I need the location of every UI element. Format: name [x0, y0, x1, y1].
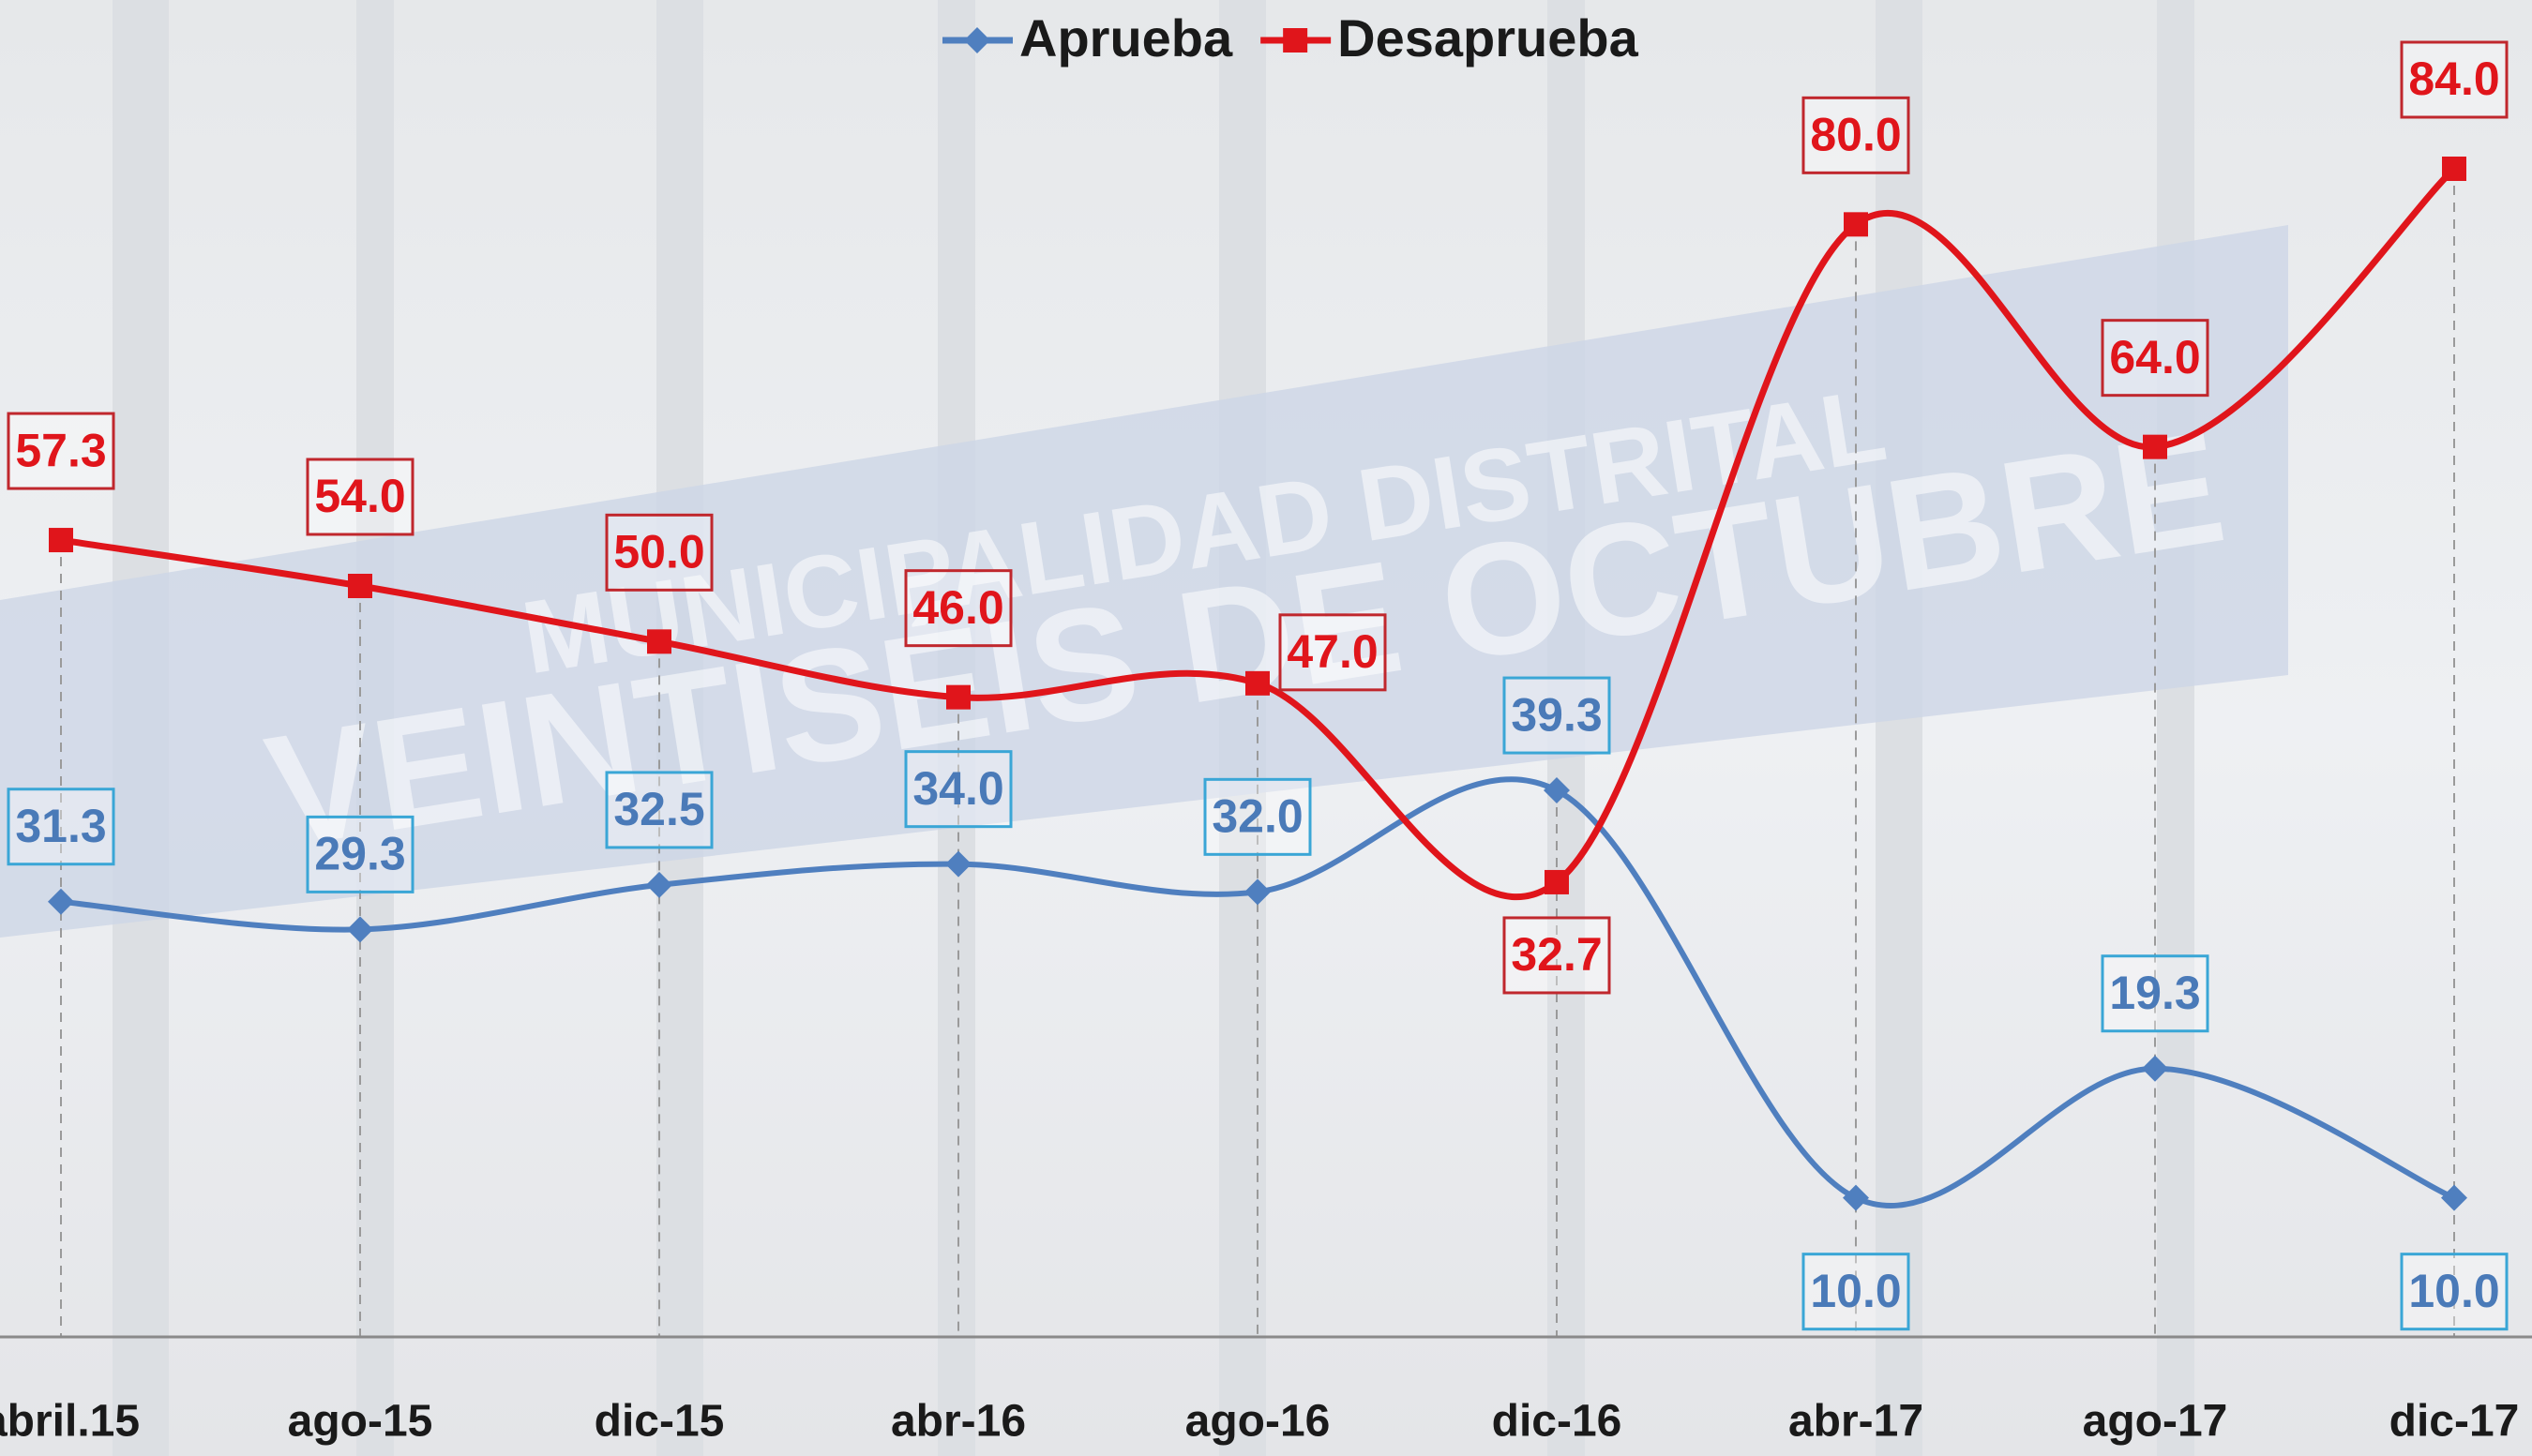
marker: [1544, 777, 1570, 804]
data-label-box: [2101, 954, 2209, 1033]
data-label: 34.0: [912, 762, 1003, 815]
x-tick-label: abril.15: [0, 1397, 140, 1447]
x-tick-label: ago-15: [288, 1397, 433, 1447]
x-tick-label: abr-17: [1788, 1397, 1923, 1447]
data-label-box: [7, 788, 115, 866]
data-label: 80.0: [1810, 109, 1901, 161]
data-label: 10.0: [1810, 1265, 1901, 1317]
data-label-box: [605, 513, 714, 592]
marker: [1245, 670, 1270, 696]
marker: [347, 916, 373, 943]
data-label: 84.0: [2408, 53, 2499, 105]
x-tick-label: dic-15: [595, 1397, 725, 1447]
series-line: [60, 776, 2456, 1208]
data-label: 50.0: [613, 526, 704, 578]
data-label: 39.3: [1511, 688, 1602, 741]
marker: [2441, 1184, 2467, 1211]
marker: [646, 871, 672, 898]
legend-label: Desaprueba: [1337, 8, 1638, 68]
x-tick-label: abr-16: [891, 1397, 1026, 1447]
data-label: 31.3: [15, 800, 106, 852]
legend: Aprueba Desaprueba: [942, 8, 1639, 68]
x-tick-label: dic-16: [1492, 1397, 1622, 1447]
data-label-box: [1502, 676, 1611, 755]
data-label-box: [2101, 319, 2209, 398]
data-label: 32.0: [1212, 790, 1303, 843]
data-label: 32.5: [613, 783, 704, 835]
data-label-box: [904, 750, 1013, 829]
series: 31.3 29.3 32.5 34.0 32.0 39.3 10.0 19.3 10.0: [7, 676, 2509, 1331]
data-label-box: [1801, 1253, 1910, 1331]
data-label-box: [2400, 40, 2509, 119]
data-label: 19.3: [2109, 967, 2200, 1019]
data-label: 10.0: [2408, 1265, 2499, 1317]
data-label-box: [306, 458, 414, 536]
data-label-box: [1203, 777, 1312, 856]
marker: [49, 528, 73, 553]
data-label: 32.7: [1511, 928, 1602, 981]
data-label: 46.0: [912, 581, 1003, 634]
x-tick-label: dic-17: [2389, 1397, 2520, 1447]
data-label-box: [904, 569, 1013, 648]
data-label: 47.0: [1287, 625, 1378, 678]
marker: [1844, 212, 1868, 237]
marker: [946, 684, 971, 710]
marker: [2143, 434, 2167, 459]
data-label-box: [1801, 96, 1910, 174]
data-label-box: [2400, 1253, 2509, 1331]
legend-label: Aprueba: [1019, 8, 1233, 68]
x-tick-label: ago-16: [1185, 1397, 1331, 1447]
series-line: [60, 166, 2457, 901]
data-label: 29.3: [314, 828, 405, 880]
legend-marker: [964, 27, 990, 53]
data-label: 64.0: [2109, 331, 2200, 383]
data-label-box: [1278, 613, 1387, 692]
plot-area: abril.15 ago-15 dic-15 abr-16 ago-16 dic-16 ab…: [0, 8, 2532, 1447]
marker: [1843, 1184, 1869, 1211]
marker: [48, 888, 74, 915]
legend-marker: [1283, 28, 1308, 53]
marker: [2442, 157, 2466, 181]
marker: [1244, 878, 1271, 906]
data-label-box: [1502, 916, 1611, 995]
marker: [348, 574, 372, 598]
series: 57.3 54.0 50.0 46.0 47.0 32.7 80.0 64.0 84.0: [7, 40, 2509, 995]
x-tick-label: ago-17: [2083, 1397, 2228, 1447]
data-label: 54.0: [314, 470, 405, 522]
data-label: 57.3: [15, 424, 106, 476]
data-label-box: [306, 815, 414, 893]
marker: [2142, 1055, 2168, 1082]
marker: [647, 629, 671, 654]
data-label-box: [605, 771, 714, 849]
data-label-box: [7, 412, 115, 490]
marker: [1545, 869, 1569, 894]
marker: [945, 850, 972, 878]
